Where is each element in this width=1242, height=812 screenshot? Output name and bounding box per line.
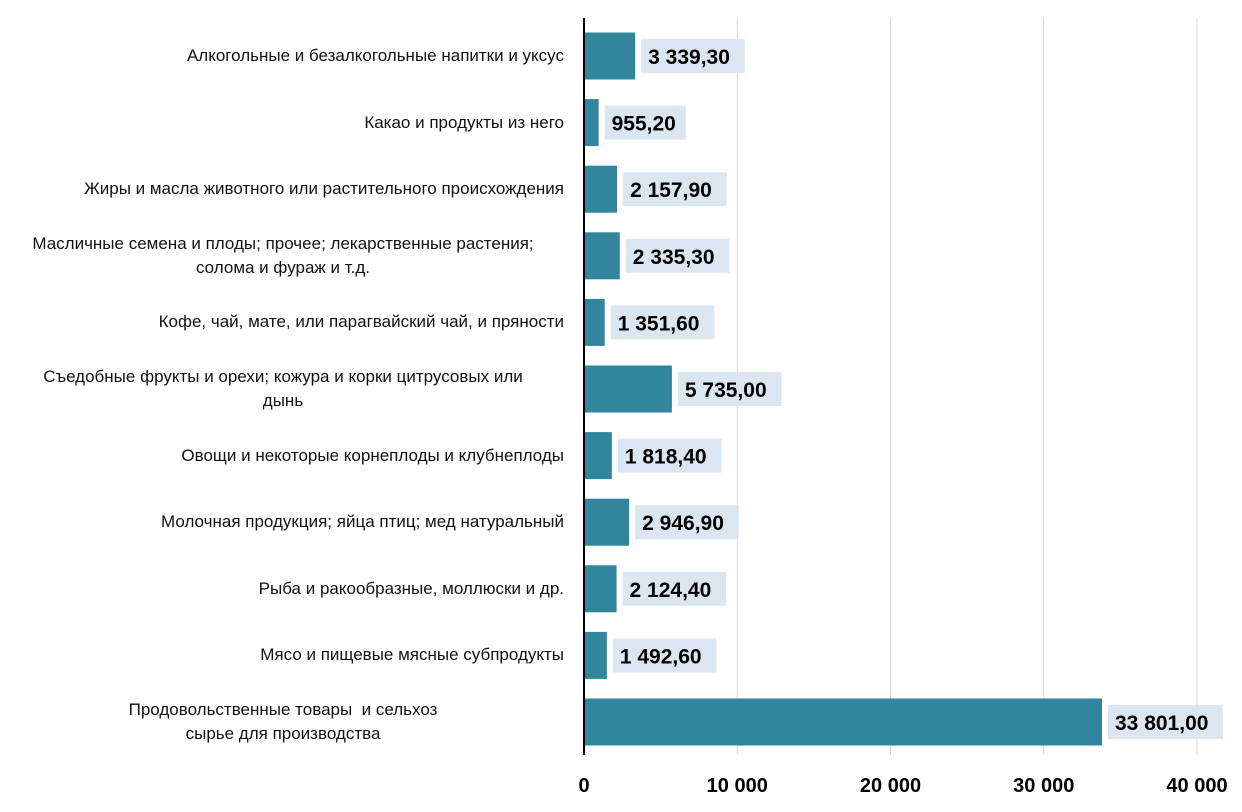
data-label: 1 818,40 — [625, 446, 707, 469]
category-label-text: Продовольственные товары и сельхоз сырье… — [128, 700, 438, 743]
category-label-text: Рыба и ракообразные, моллюски и др. — [258, 578, 564, 598]
data-label: 1 492,60 — [620, 645, 702, 668]
data-label-background — [610, 305, 715, 340]
data-label-background — [1108, 705, 1223, 739]
bar — [584, 565, 617, 613]
category-label-text: Масличные семена и плоды; прочее; лекарс… — [32, 233, 534, 277]
data-label-background — [604, 105, 686, 140]
category-label: Алкогольные и безалкогольные напитки и у… — [0, 44, 564, 68]
category-label-text: Овощи и некоторые корнеплоды и клубнепло… — [181, 445, 564, 465]
data-label: 2 335,30 — [633, 246, 715, 269]
category-label-text: Кофе, чай, мате, или парагвайский чай, и… — [158, 312, 564, 332]
x-tick-label: 0 — [578, 775, 589, 797]
bar — [584, 432, 612, 480]
data-label: 3 339,30 — [648, 46, 730, 69]
bar — [584, 232, 620, 280]
category-label-text: Какао и продукты из него — [364, 112, 564, 132]
category-label: Мясо и пищевые мясные субпродукты — [0, 643, 564, 667]
category-label-text: Молочная продукция; яйца птиц; мед натур… — [161, 512, 564, 532]
category-label: Рыба и ракообразные, моллюски и др. — [0, 577, 564, 601]
bar — [584, 99, 599, 147]
data-label: 5 735,00 — [685, 379, 767, 402]
category-label: Кофе, чай, мате, или парагвайский чай, и… — [0, 310, 564, 334]
data-label-background — [612, 638, 717, 673]
data-label: 2 157,90 — [630, 179, 712, 202]
x-tick-label: 10 000 — [707, 775, 768, 797]
category-label-text: Жиры и масла животного или растительного… — [84, 179, 564, 199]
x-tick-label: 40 000 — [1166, 775, 1227, 797]
data-label: 2 946,90 — [642, 512, 724, 535]
category-label: Овощи и некоторые корнеплоды и клубнепло… — [0, 444, 564, 468]
data-label-background — [635, 505, 739, 540]
category-label: Молочная продукция; яйца птиц; мед натур… — [0, 510, 564, 534]
bar — [584, 698, 1103, 746]
data-label-background — [625, 238, 730, 273]
bar — [584, 298, 605, 346]
category-label-text: Мясо и пищевые мясные субпродукты — [260, 645, 564, 665]
category-label: Съедобные фрукты и орехи; кожура и корки… — [2, 365, 564, 413]
data-label: 33 801,00 — [1115, 712, 1208, 735]
data-label-background — [623, 172, 727, 207]
bar — [584, 165, 618, 213]
bar — [584, 32, 636, 80]
data-label: 1 351,60 — [618, 312, 700, 335]
data-label-background — [677, 372, 782, 406]
data-label: 955,20 — [612, 113, 676, 136]
category-label: Продовольственные товары и сельхоз сырье… — [2, 698, 564, 746]
category-label-text: Съедобные фрукты и орехи; кожура и корки… — [43, 367, 523, 410]
x-tick-label: 30 000 — [1013, 775, 1074, 797]
data-label-background — [641, 39, 745, 73]
bar — [584, 498, 630, 546]
bar — [584, 365, 672, 413]
data-label-background — [617, 438, 722, 473]
category-label: Какао и продукты из него — [0, 111, 564, 135]
bar — [584, 631, 607, 679]
x-tick-label: 20 000 — [860, 775, 921, 797]
category-label: Масличные семена и плоды; прочее; лекарс… — [2, 232, 564, 280]
category-label: Жиры и масла животного или растительного… — [0, 177, 564, 201]
category-label-text: Алкогольные и безалкогольные напитки и у… — [186, 46, 564, 65]
data-label: 2 124,40 — [630, 579, 712, 602]
data-label-background — [622, 571, 727, 606]
